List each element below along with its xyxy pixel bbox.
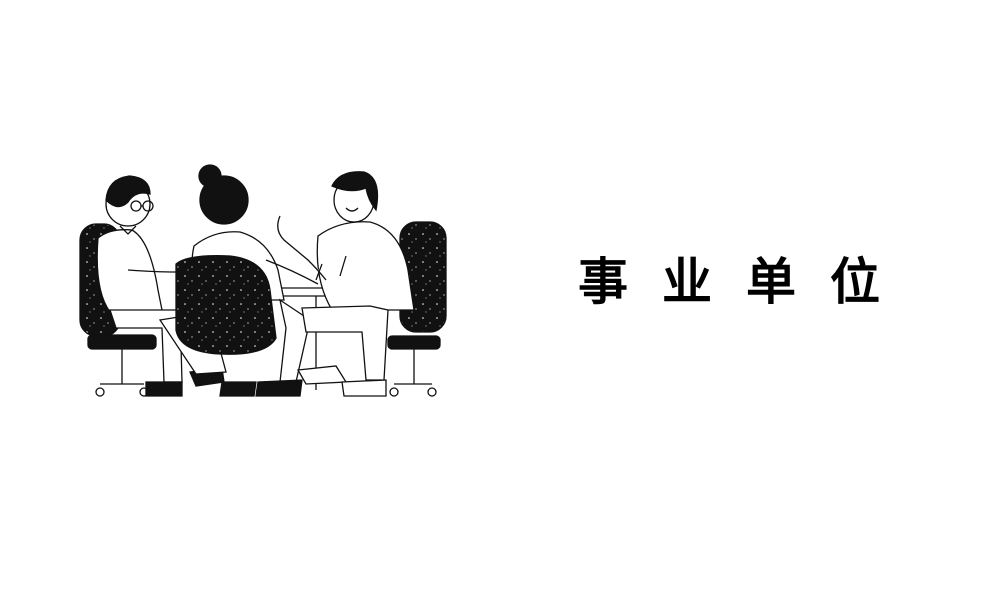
page-title: 事业单位: [578, 253, 914, 311]
woman-with-bun: [191, 164, 319, 397]
person-with-glasses: [96, 175, 227, 397]
front-chair: [175, 255, 277, 355]
meeting-illustration: [79, 164, 447, 397]
man-with-pencil: [277, 171, 415, 397]
